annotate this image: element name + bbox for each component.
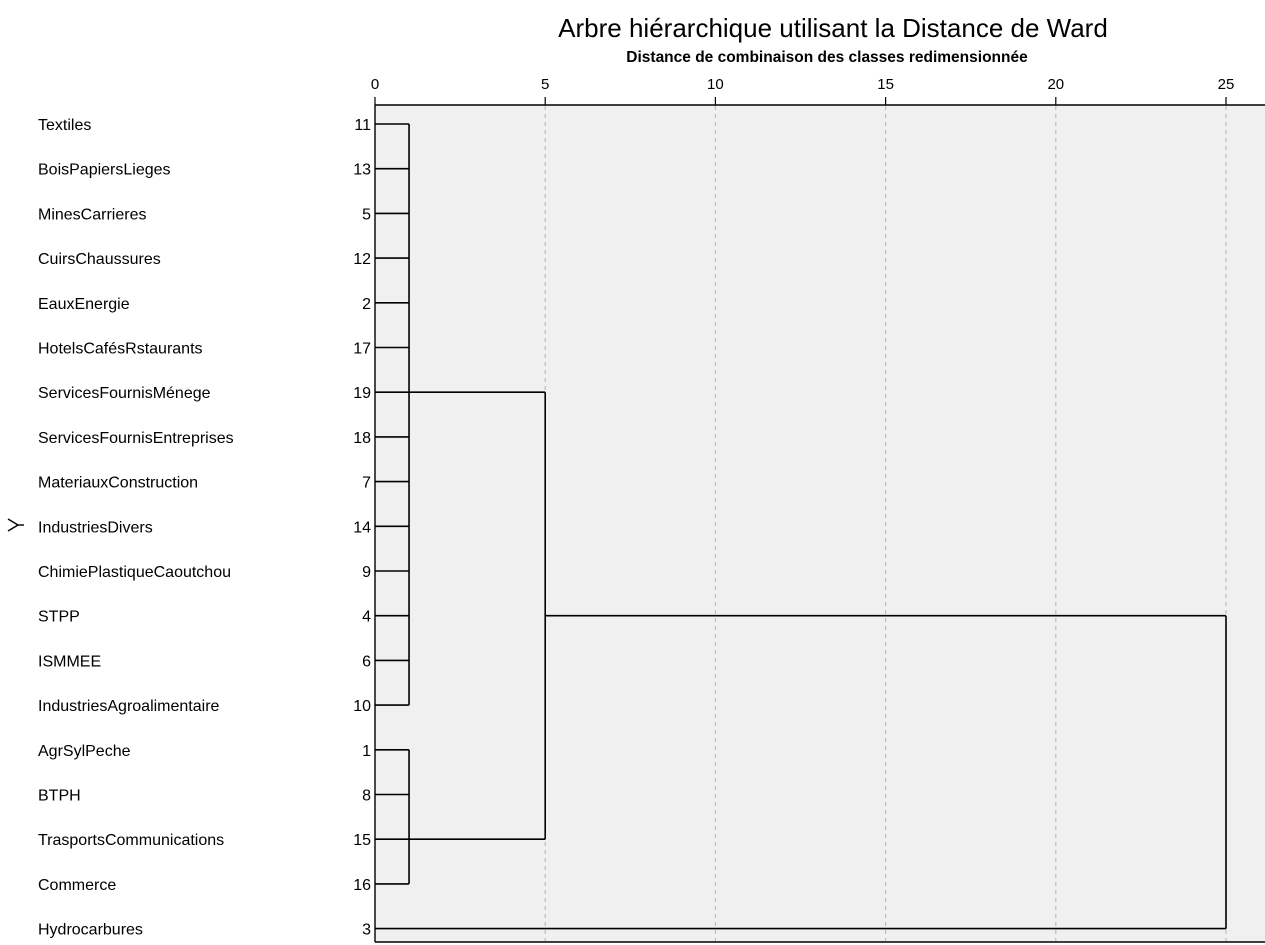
leaf-id: 13 xyxy=(353,162,371,179)
leaf-label: STPP xyxy=(38,609,80,626)
leaf-id: 3 xyxy=(362,922,371,939)
leaf-label: HotelsCafésRstaurants xyxy=(38,341,203,358)
variable-marker xyxy=(7,518,24,532)
chart-title: Arbre hiérarchique utilisant la Distance… xyxy=(558,13,1108,43)
leaf-id: 19 xyxy=(353,385,371,402)
leaf-label: EauxEnergie xyxy=(38,296,130,313)
x-axis xyxy=(374,97,1265,943)
x-tick-labels: 0 5 10 15 20 25 xyxy=(371,76,1235,93)
leaf-label: BoisPapiersLieges xyxy=(38,162,171,179)
leaf-label: Commerce xyxy=(38,877,116,894)
leaf-label: IndustriesDivers xyxy=(38,519,153,536)
leaf-id: 9 xyxy=(362,564,371,581)
leaf-id: 11 xyxy=(354,117,371,134)
leaf-id: 12 xyxy=(353,251,371,268)
leaf-label: Hydrocarbures xyxy=(38,922,143,939)
leaf-id: 15 xyxy=(353,832,371,849)
leaf-id: 14 xyxy=(353,519,371,536)
x-tick-label: 5 xyxy=(541,76,549,93)
leaf-label: AgrSylPeche xyxy=(38,743,131,760)
leaf-label: MinesCarrieres xyxy=(38,206,146,223)
leaf-id: 7 xyxy=(362,475,371,492)
leaf-label: MateriauxConstruction xyxy=(38,475,198,492)
leaf-label: CuirsChaussures xyxy=(38,251,161,268)
leaf-label: Textiles xyxy=(38,117,91,134)
leaf-id: 4 xyxy=(362,609,371,626)
x-tick-label: 25 xyxy=(1218,76,1235,93)
leaf-id: 5 xyxy=(362,206,371,223)
leaf-label: TrasportsCommunications xyxy=(38,832,224,849)
leaf-label: IndustriesAgroalimentaire xyxy=(38,698,220,715)
leaf-label: ServicesFournisEntreprises xyxy=(38,430,234,447)
leaf-id: 17 xyxy=(353,341,371,358)
chart-subtitle: Distance de combinaison des classes redi… xyxy=(626,49,1028,66)
x-tick-label: 0 xyxy=(371,76,379,93)
leaf-id: 16 xyxy=(353,877,371,894)
x-tick-label: 20 xyxy=(1047,76,1064,93)
leaf-id: 8 xyxy=(362,788,371,805)
leaf-id: 6 xyxy=(362,653,371,670)
leaf-id: 10 xyxy=(353,698,371,715)
leaf-label: ServicesFournisMénege xyxy=(38,385,211,402)
leaf-label: ChimiePlastiqueCaoutchou xyxy=(38,564,231,581)
leaf-label: BTPH xyxy=(38,788,81,805)
leaf-id: 2 xyxy=(362,296,371,313)
x-tick-label: 15 xyxy=(877,76,894,93)
leaf-id: 1 xyxy=(362,743,371,760)
x-tick-label: 10 xyxy=(707,76,724,93)
plot-area xyxy=(375,105,1265,942)
leaf-label: ISMMEE xyxy=(38,653,101,670)
dendrogram-tree xyxy=(375,123,1227,930)
leaf-id: 18 xyxy=(353,430,371,447)
